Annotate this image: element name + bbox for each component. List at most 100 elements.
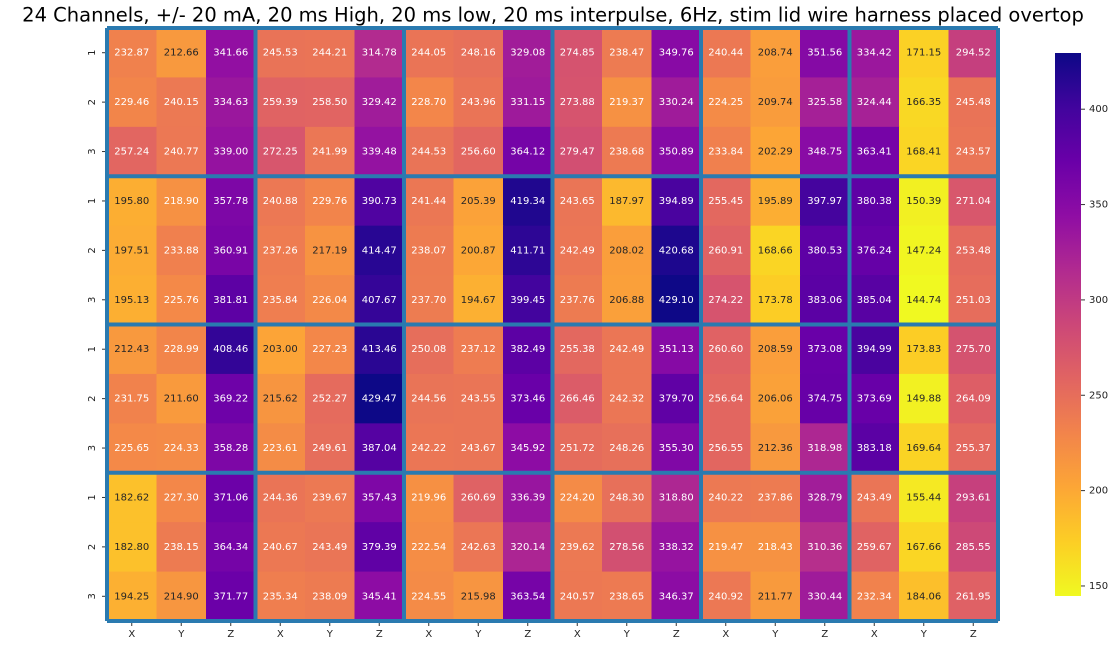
cell xyxy=(305,423,355,474)
cell xyxy=(552,28,603,78)
cell-label: 240.77 xyxy=(164,147,199,158)
cell xyxy=(255,77,306,128)
cell xyxy=(849,522,900,573)
cell xyxy=(849,28,900,78)
cell-label: 224.20 xyxy=(560,492,595,503)
cell xyxy=(255,225,306,276)
cell xyxy=(404,423,454,474)
cell xyxy=(354,126,405,177)
cell xyxy=(800,423,850,474)
cell-label: 351.56 xyxy=(807,48,842,59)
cell-label: 166.35 xyxy=(906,97,941,108)
cell xyxy=(255,423,306,474)
cell xyxy=(255,373,306,424)
cell-label: 394.99 xyxy=(857,344,892,355)
cell-label: 369.22 xyxy=(213,394,248,405)
x-tick-label: X xyxy=(277,629,284,640)
cell xyxy=(453,176,504,227)
cell-label: 238.15 xyxy=(164,542,199,553)
colorbar-tick-label: 200 xyxy=(1089,486,1108,497)
cell-label: 251.72 xyxy=(560,443,595,454)
cell-label: 341.66 xyxy=(213,48,248,59)
cell-label: 274.85 xyxy=(560,48,595,59)
cell-label: 229.76 xyxy=(312,196,347,207)
cell xyxy=(354,472,405,523)
cell xyxy=(156,472,207,523)
cell xyxy=(404,571,454,622)
cell xyxy=(800,77,850,128)
cell xyxy=(701,28,751,78)
cell xyxy=(800,275,850,325)
cell-label: 237.86 xyxy=(758,492,793,503)
cell-label: 320.14 xyxy=(510,542,545,553)
cell xyxy=(651,77,702,128)
cell-label: 232.87 xyxy=(114,48,149,59)
cell xyxy=(651,275,702,325)
cell-label: 208.59 xyxy=(758,344,793,355)
cell xyxy=(899,126,949,177)
x-tick-label: Z xyxy=(376,629,383,640)
cell xyxy=(156,324,207,375)
cell xyxy=(206,176,256,227)
cell-label: 241.44 xyxy=(411,196,446,207)
cell-label: 348.75 xyxy=(807,147,842,158)
cell-label: 278.56 xyxy=(609,542,644,553)
cell xyxy=(602,77,652,128)
cell xyxy=(206,571,256,622)
cell-label: 329.42 xyxy=(362,97,397,108)
x-tick-label: Y xyxy=(771,629,779,640)
cell xyxy=(305,324,355,375)
cell-label: 237.26 xyxy=(263,245,298,256)
cell-label: 364.12 xyxy=(510,147,545,158)
cell xyxy=(552,126,603,177)
cell-label: 214.90 xyxy=(164,591,199,602)
cell xyxy=(255,522,306,573)
cell xyxy=(404,28,454,78)
cell xyxy=(453,522,504,573)
cell-label: 318.98 xyxy=(807,443,842,454)
cell xyxy=(255,275,306,325)
cell xyxy=(354,176,405,227)
cell xyxy=(701,472,751,523)
cell-label: 256.55 xyxy=(708,443,743,454)
x-tick-label: X xyxy=(128,629,135,640)
cell xyxy=(404,225,454,276)
cell-label: 420.68 xyxy=(659,245,694,256)
cell xyxy=(503,275,553,325)
cell-label: 167.66 xyxy=(906,542,941,553)
colorbar-tick-label: 350 xyxy=(1089,200,1108,211)
cell xyxy=(107,423,157,474)
cell xyxy=(305,373,355,424)
cell xyxy=(651,423,702,474)
cell-label: 374.75 xyxy=(807,394,842,405)
cell-label: 171.15 xyxy=(906,48,941,59)
cell xyxy=(602,275,652,325)
cell-label: 256.64 xyxy=(708,394,743,405)
cell-label: 219.37 xyxy=(609,97,644,108)
cell xyxy=(948,225,999,276)
cell xyxy=(404,522,454,573)
cell-label: 357.78 xyxy=(213,196,248,207)
cell xyxy=(750,373,801,424)
cell-label: 235.34 xyxy=(263,591,298,602)
cell-label: 202.29 xyxy=(758,147,793,158)
cell-label: 360.91 xyxy=(213,245,248,256)
cell-label: 275.70 xyxy=(956,344,991,355)
cell-label: 225.76 xyxy=(164,295,199,306)
cell xyxy=(899,423,949,474)
cell-label: 242.49 xyxy=(609,344,644,355)
cell xyxy=(552,324,603,375)
cell-label: 212.66 xyxy=(164,48,199,59)
cell xyxy=(602,225,652,276)
cell-label: 271.04 xyxy=(956,196,991,207)
cell-label: 227.23 xyxy=(312,344,347,355)
cell-label: 168.66 xyxy=(758,245,793,256)
x-tick-label: Z xyxy=(227,629,234,640)
cell-label: 264.09 xyxy=(956,394,991,405)
cell-label: 407.67 xyxy=(362,295,397,306)
cell xyxy=(156,275,207,325)
cell-label: 345.41 xyxy=(362,591,397,602)
cell xyxy=(750,324,801,375)
cell xyxy=(849,126,900,177)
cell-label: 328.79 xyxy=(807,492,842,503)
